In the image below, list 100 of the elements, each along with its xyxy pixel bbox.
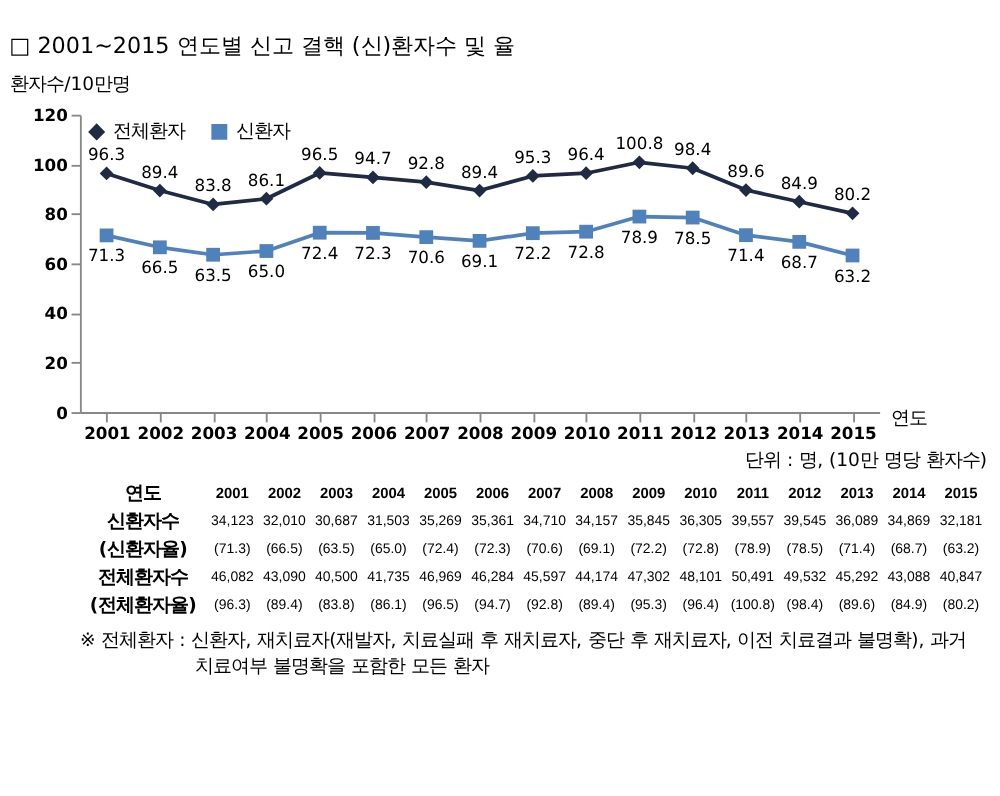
text: 연도 [125,483,162,506]
y-tick-label: 40 [44,303,69,324]
text: 치료여부 불명확을 포함한 모든 환자 [195,656,489,679]
y-axis-title: 환자수/10만명 [10,73,131,96]
x-tick-label: 2002 [137,423,185,444]
point [419,230,434,245]
data-label: 71.4 [727,245,765,266]
data-label: 78.9 [620,226,659,247]
x-tick-label: 2014 [776,423,824,444]
x-tick-label: 2003 [190,423,238,444]
point [152,183,167,198]
point [152,240,167,255]
text: 2013 [840,483,874,502]
data-label: 71.3 [87,245,126,266]
data-label: 89.4 [460,161,499,182]
text: 2007 [528,483,562,502]
point [579,166,594,181]
point [259,191,274,206]
data-label: 100.8 [615,133,664,154]
text: 단위 : 명, (10만 명당 환자수) [745,450,987,473]
y-tick-label: 20 [44,353,69,374]
data-label: 65.0 [247,261,286,282]
data-label: 96.4 [567,144,605,165]
data-label: 95.3 [514,146,552,167]
chart-title: □ 2001~2015 연도별 신고 결핵 (신)환자수 및 율 [9,33,516,60]
data-label: 72.8 [567,241,605,262]
text: 2002 [267,483,301,502]
y-tick-label: 0 [56,402,69,423]
data-label: 96.5 [301,143,339,164]
text: 2006 [476,483,510,502]
x-tick-label: 2013 [723,423,771,444]
x-tick-label: 2010 [563,423,611,444]
data-label: 96.3 [87,144,126,165]
y-tick-label: 80 [44,204,69,225]
data-label: 68.7 [780,251,818,272]
y-tick-label: 120 [32,105,69,126]
data-label: 80.2 [833,184,872,205]
text: (신환자율) [98,539,188,562]
point [685,210,700,225]
x-tick-label: 2001 [84,423,132,444]
legend-label: 전체환자 [113,121,186,144]
point [312,166,327,180]
text: 2003 [319,483,353,502]
x-tick-label: 2015 [830,423,878,444]
point [366,170,380,185]
x-tick-label: 2006 [350,423,398,444]
text: 신환자수 [107,511,180,534]
text: (전체환자율) [89,595,197,617]
x-tick-label: 2008 [457,423,505,444]
text: 전체환자수 [98,567,189,590]
data-label: 86.1 [247,169,286,190]
x-tick-label: 2007 [403,423,451,444]
data-label: 84.9 [780,172,818,193]
point [206,247,221,262]
data-label: 89.4 [141,161,179,182]
point [525,226,540,241]
point [206,197,221,212]
point [99,166,114,181]
data-label: 78.5 [674,227,712,248]
point [366,226,380,240]
point [845,206,860,221]
x-axis-title: 연도 [890,408,927,431]
data-label: 89.6 [727,161,765,182]
point [632,155,647,170]
data-label: 98.4 [674,139,712,160]
point [312,225,327,240]
x-tick-label: 2004 [244,423,291,444]
data-label: 63.5 [194,264,232,285]
y-tick-label: 60 [44,253,69,274]
data-label: 83.8 [194,175,232,196]
text: 2001 [215,483,249,502]
legend-label: 신환자 [236,121,291,144]
text: 2004 [371,483,407,502]
data-label: 66.5 [141,257,179,278]
point [685,161,700,176]
point [472,233,487,248]
x-tick-label: 2011 [617,423,664,444]
text: 2010 [684,483,718,502]
point [525,169,540,183]
text: 2008 [580,483,614,502]
x-tick-label: 2012 [670,423,718,444]
text: ※ 전체환자 : 신환자, 재치료자(재발자, 치료실패 후 재치료자, 중단 후 재치료자, 이전 치료결과 불명확), 과거 [79,630,967,653]
data-label: 72.2 [514,243,552,264]
text: 2012 [788,483,822,502]
data-label: 69.1 [460,250,499,271]
point [792,194,807,209]
point [419,175,434,190]
x-tick-label: 2009 [510,423,558,444]
data-label: 92.8 [407,153,445,174]
data-label: 94.7 [354,148,392,169]
data-label: 72.4 [301,242,339,263]
text: 2009 [632,483,666,502]
x-tick-label: 2005 [297,423,345,444]
data-label: 70.6 [407,247,445,268]
point [579,224,594,239]
data-label: 63.2 [833,265,872,286]
point [259,244,274,258]
text: 2015 [944,483,978,502]
point [792,234,807,249]
data-label: 72.3 [354,242,392,263]
